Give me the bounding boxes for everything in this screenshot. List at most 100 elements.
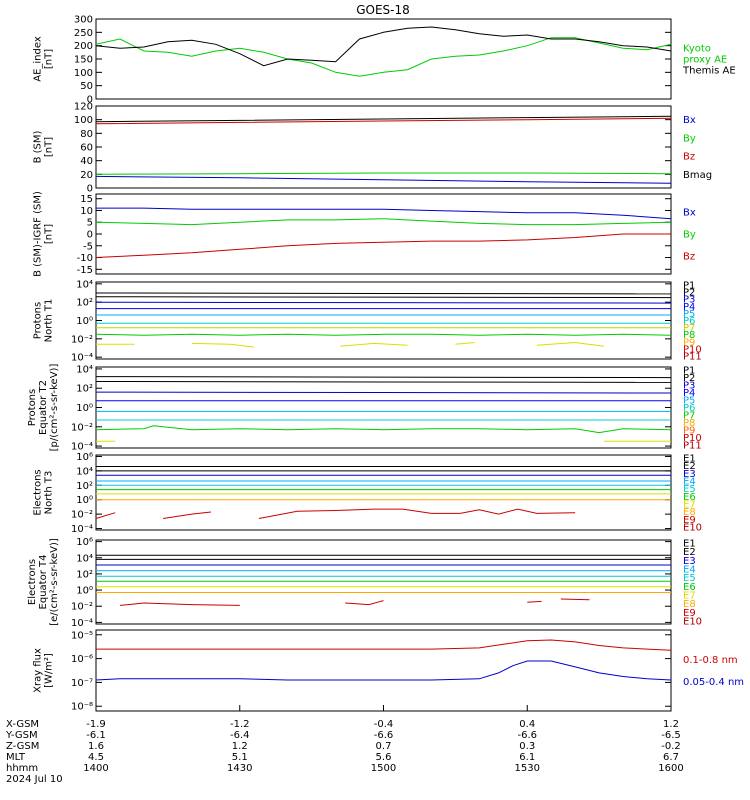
legend-entry-line: 0.05-0.4 nm — [683, 677, 744, 688]
legend-entry-line: Themis AE — [682, 66, 736, 77]
y-tick-label: 10⁻⁴ — [71, 353, 93, 364]
y-axis-label: Xray flux[W/m²] — [33, 648, 55, 693]
legend-entry: P11 — [683, 441, 702, 452]
y-tick-label: 10⁻² — [71, 334, 93, 345]
legend-entry-line: P4 — [683, 388, 695, 399]
x-row-value: -1.9 — [86, 719, 106, 730]
legend-entry-line: E6 — [683, 492, 696, 503]
y-tick-label: 0 — [87, 184, 93, 195]
y-tick-label: 10⁻⁸ — [71, 702, 93, 713]
x-row-value: -6.6 — [374, 730, 394, 741]
legend-entry: P10 — [683, 433, 702, 444]
series-line — [96, 639, 672, 651]
y-tick-label: 10² — [76, 298, 93, 309]
y-tick-label: 10⁰ — [76, 586, 93, 597]
y-tick-label: 10⁻⁴ — [71, 442, 93, 453]
legend-entry: E1 — [683, 454, 696, 465]
legend-entry: E8 — [683, 507, 696, 518]
series-line — [95, 175, 672, 184]
legend-entry-line: P9 — [683, 426, 695, 437]
y-tick-label: 15 — [80, 194, 93, 205]
legend-entry: E9 — [683, 608, 696, 619]
legend-entry-line: E1 — [683, 539, 696, 550]
x-row-value: -0.2 — [661, 741, 681, 752]
legend-entry-line: P1 — [683, 281, 695, 292]
x-row-value: 1.6 — [88, 741, 104, 752]
y-axis-label-line: [nT] — [44, 49, 55, 69]
y-axis-label-line: Electrons — [33, 469, 44, 515]
panel-frame — [95, 629, 672, 712]
panel-elec4: 10⁻⁴ 10⁻² 10⁰ 10² 10⁴ 10⁶ ElectronsEquator T4[… — [27, 537, 702, 629]
panel-frame — [95, 539, 672, 625]
panel-bsm: 0 20 40 60 80 100 120 B (SM)[nT] Bx By Bz Bmag — [33, 102, 713, 195]
legend-entry: P5 — [683, 396, 695, 407]
x-row-value: 6.1 — [519, 752, 535, 763]
y-tick-label: 10² — [76, 481, 93, 492]
legend-entry: P6 — [683, 403, 695, 414]
legend-entry-line: Bmag — [683, 170, 712, 181]
y-tick-label: 10⁴ — [76, 466, 93, 477]
series-line — [95, 512, 116, 519]
legend-entry: E1 — [683, 539, 696, 550]
legend-entry-line: P7 — [683, 411, 695, 422]
x-row-value: -6.6 — [517, 730, 537, 741]
series-line — [95, 26, 672, 67]
legend-entry: Themis AE — [682, 66, 736, 77]
legend-entry: Bx — [683, 208, 696, 219]
y-tick-label: 100 — [74, 115, 93, 126]
legend-entry-line: P11 — [683, 352, 702, 363]
legend-entry-line: Bx — [683, 115, 696, 126]
legend-entry: P4 — [683, 302, 695, 313]
panel-prot2: 10⁻⁴ 10⁻² 10⁰ 10² 10⁴ ProtonsEquator T2[p/(cm… — [27, 364, 702, 453]
legend-entry-line: P7 — [683, 323, 695, 334]
panel-frame — [95, 454, 672, 531]
legend-entry-line: P3 — [683, 381, 695, 392]
legend-entry: E10 — [683, 617, 702, 628]
y-axis-label-line: Xray flux — [33, 648, 44, 693]
y-axis-label-line: North T3 — [44, 471, 55, 515]
series-line — [455, 342, 475, 345]
y-tick-label: 10⁻² — [71, 602, 93, 613]
y-axis-label-line: B (SM)-IGRF (SM) — [33, 191, 44, 277]
y-tick-label: 10⁻² — [71, 510, 93, 521]
legend-entry-line: P5 — [683, 309, 695, 320]
legend-entry-line: E7 — [683, 591, 696, 602]
x-row-value: 1430 — [227, 763, 252, 774]
y-tick-label: 20 — [80, 170, 93, 181]
legend-entry-line: P8 — [683, 330, 695, 341]
legend-entry: P1 — [683, 281, 695, 292]
legend-entry-line: E2 — [683, 461, 696, 472]
y-axis-label-line: [W/m²] — [44, 653, 55, 688]
series-line — [95, 660, 672, 681]
legend-entry-line: E9 — [683, 608, 696, 619]
legend-entry-line: Kyoto — [683, 44, 711, 55]
series-line — [95, 172, 672, 175]
series-line — [95, 381, 672, 383]
legend-entry-line: Bx — [683, 208, 696, 219]
legend-entry: P10 — [683, 344, 702, 355]
x-row-label: Z-GSM — [6, 741, 39, 752]
x-row-value: 0.4 — [519, 719, 535, 730]
legend-entry-line: E3 — [683, 556, 696, 567]
legend-entry: P1 — [683, 366, 695, 377]
series-line — [95, 233, 671, 258]
x-row-label: X-GSM — [6, 719, 39, 730]
y-axis-label: ProtonsNorth T1 — [33, 299, 55, 343]
legend-entry: E2 — [683, 547, 696, 558]
y-tick-label: 10⁶ — [76, 537, 93, 548]
y-axis-label: B (SM)-IGRF (SM)[nT] — [33, 191, 55, 277]
x-row-label: Y-GSM — [5, 730, 38, 741]
y-axis-label: ElectronsNorth T3 — [33, 469, 55, 515]
legend-entry-line: E6 — [683, 582, 696, 593]
legend-entry: E5 — [683, 573, 696, 584]
y-axis-label: AE_index[nT] — [33, 36, 55, 82]
legend-entry: P7 — [683, 411, 695, 422]
legend-entry-line: P6 — [683, 316, 695, 327]
legend-entry: Bx — [683, 115, 696, 126]
y-axis-label: B (SM)[nT] — [33, 130, 55, 163]
legend-entry-line: P10 — [683, 433, 702, 444]
x-row-value: -6.1 — [86, 730, 106, 741]
legend-entry-line: 0.1-0.8 nm — [683, 655, 738, 666]
legend-entry-line: P4 — [683, 302, 695, 313]
legend-entry-line: P6 — [683, 403, 695, 414]
